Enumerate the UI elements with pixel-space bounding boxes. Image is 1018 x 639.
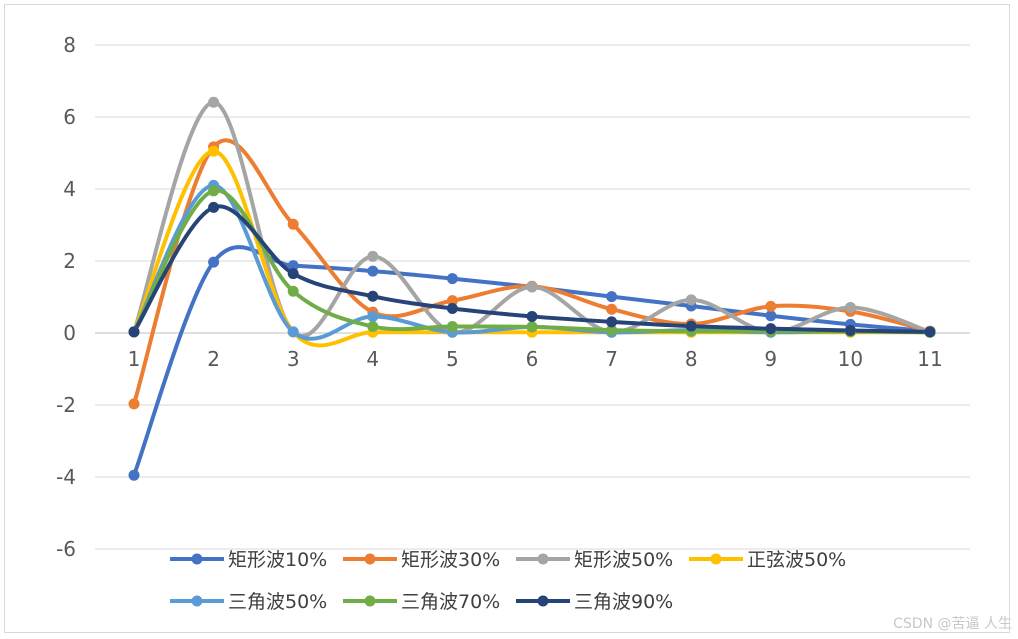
- watermark: CSDN @苦逼 人生: [893, 616, 1012, 632]
- x-tick-label: 6: [526, 347, 539, 371]
- legend-swatch-marker: [191, 553, 203, 565]
- data-point: [208, 96, 220, 108]
- data-point: [208, 256, 220, 268]
- data-point: [526, 321, 538, 333]
- data-point: [367, 321, 379, 333]
- legend-item: 矩形波30%: [343, 549, 500, 571]
- data-point: [844, 324, 856, 336]
- x-tick-label: 2: [207, 347, 220, 371]
- data-point: [287, 285, 299, 297]
- legend-swatch-marker: [537, 595, 549, 607]
- legend-item: 三角波70%: [343, 591, 500, 613]
- chart-frame: [4, 4, 1010, 633]
- data-point: [685, 320, 697, 332]
- x-tick-label: 11: [917, 347, 942, 371]
- data-point: [765, 300, 777, 312]
- x-tick-label: 1: [128, 347, 141, 371]
- legend-label: 三角波90%: [574, 591, 673, 613]
- y-tick-label: -2: [56, 393, 76, 417]
- y-tick-label: 0: [63, 321, 76, 345]
- y-tick-label: -4: [56, 465, 76, 489]
- legend-label: 矩形波50%: [574, 549, 673, 571]
- legend-label: 正弦波50%: [747, 549, 846, 571]
- data-point: [367, 290, 379, 302]
- data-point: [446, 321, 458, 333]
- data-point: [287, 268, 299, 280]
- data-point: [367, 265, 379, 277]
- series-lines: [132, 100, 932, 478]
- data-point: [765, 310, 777, 322]
- data-point: [208, 145, 220, 157]
- data-point: [287, 326, 299, 338]
- data-point: [446, 295, 458, 307]
- data-point: [128, 326, 140, 338]
- y-tick-label: 2: [63, 249, 76, 273]
- y-tick-label: -6: [56, 537, 76, 561]
- data-point: [128, 398, 140, 410]
- legend-swatch-marker: [191, 595, 203, 607]
- data-point: [765, 323, 777, 335]
- legend-item: 三角波50%: [170, 591, 327, 613]
- legend-item: 矩形波50%: [516, 549, 673, 571]
- series-line-3: [132, 100, 932, 338]
- data-point: [208, 201, 220, 213]
- data-point: [367, 310, 379, 322]
- data-point: [606, 303, 618, 315]
- series-line-6: [132, 188, 932, 335]
- gridlines: [95, 44, 970, 550]
- x-tick-label: 3: [287, 347, 300, 371]
- legend: 矩形波10% 矩形波30% 矩形波50% 正弦波50% 三角波50% 三角波70% 三角波9…: [170, 549, 846, 613]
- legend-item: 矩形波10%: [170, 549, 327, 571]
- data-point: [446, 303, 458, 315]
- y-axis-ticks: -6 -4 -2 0 2 4 6 8: [56, 33, 76, 561]
- series-line-7: [132, 204, 932, 334]
- data-point: [844, 301, 856, 313]
- series-line-1: [132, 245, 932, 478]
- legend-label: 三角波70%: [401, 591, 500, 613]
- y-tick-label: 4: [63, 177, 76, 201]
- data-point: [287, 218, 299, 230]
- legend-label: 三角波50%: [228, 591, 327, 613]
- data-point: [446, 273, 458, 285]
- legend-swatch-marker: [364, 553, 376, 565]
- data-point: [924, 326, 936, 338]
- data-point: [287, 260, 299, 272]
- x-tick-label: 5: [446, 347, 459, 371]
- x-tick-label: 4: [366, 347, 379, 371]
- series-points: [128, 96, 936, 481]
- data-point: [526, 281, 538, 293]
- x-tick-label: 7: [605, 347, 618, 371]
- legend-item: 三角波90%: [516, 591, 673, 613]
- legend-swatch-marker: [364, 595, 376, 607]
- x-tick-label: 9: [764, 347, 777, 371]
- data-point: [606, 324, 618, 336]
- y-tick-label: 6: [63, 105, 76, 129]
- legend-label: 矩形波10%: [228, 549, 327, 571]
- data-point: [685, 294, 697, 306]
- legend-swatch-marker: [537, 553, 549, 565]
- x-axis-ticks: 1 2 3 4 5 6 7 8 9 10 11: [128, 347, 943, 371]
- legend-swatch-marker: [710, 553, 722, 565]
- y-tick-label: 8: [63, 33, 76, 57]
- data-point: [367, 250, 379, 262]
- data-point: [208, 185, 220, 197]
- data-point: [128, 469, 140, 481]
- x-tick-label: 10: [838, 347, 863, 371]
- data-point: [526, 310, 538, 322]
- legend-item: 正弦波50%: [689, 549, 846, 571]
- data-point: [606, 291, 618, 303]
- x-tick-label: 8: [685, 347, 698, 371]
- data-point: [606, 316, 618, 328]
- legend-label: 矩形波30%: [401, 549, 500, 571]
